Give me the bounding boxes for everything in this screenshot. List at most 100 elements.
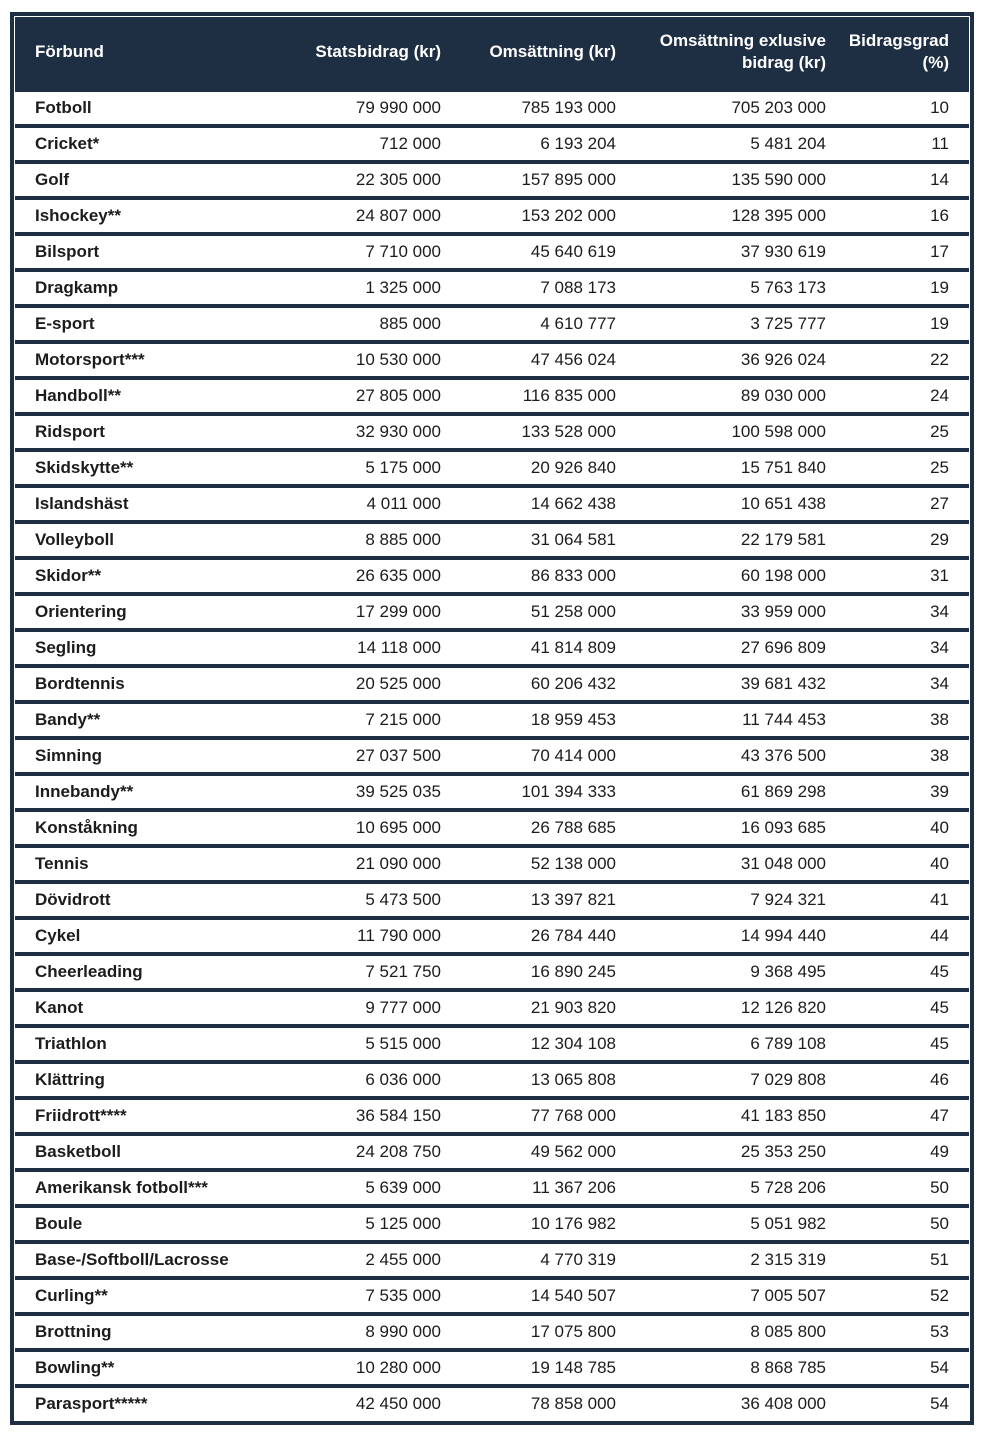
statsbidrag-value: 10 280 000 <box>355 1357 441 1377</box>
omsattning-exklusive-bidrag-value: 5 763 173 <box>750 277 826 297</box>
table-row: Cheerleading 7 521 750 16 890 245 9 368 … <box>15 953 969 990</box>
omsattning-exklusive-bidrag-value: 15 751 840 <box>740 457 826 477</box>
omsattning-value: 116 835 000 <box>522 385 616 405</box>
omsattning-exklusive-bidrag-value: 5 051 982 <box>750 1213 826 1233</box>
omsattning-exklusive-bidrag-value: 3 725 777 <box>750 313 826 333</box>
bidragsgrad-value: 39 <box>930 781 949 801</box>
table-row: Bordtennis 20 525 000 60 206 432 39 681 … <box>15 665 969 702</box>
federation-name: Curling** <box>35 1285 108 1305</box>
federation-name: Dövidrott <box>35 889 111 909</box>
omsattning-value: 77 768 000 <box>530 1105 616 1125</box>
statsbidrag-value: 9 777 000 <box>365 997 441 1017</box>
table-row: Dragkamp 1 325 000 7 088 173 5 763 173 1… <box>15 269 969 306</box>
bidragsgrad-value: 41 <box>930 889 949 909</box>
omsattning-exklusive-bidrag-value: 31 048 000 <box>740 853 826 873</box>
statsbidrag-value: 10 695 000 <box>355 817 441 837</box>
omsattning-value: 4 770 319 <box>540 1249 616 1269</box>
omsattning-exklusive-bidrag-value: 11 744 453 <box>742 709 826 729</box>
omsattning-exklusive-bidrag-value: 100 598 000 <box>731 421 826 441</box>
statsbidrag-value: 39 525 035 <box>355 781 441 801</box>
bidragsgrad-value: 11 <box>931 133 949 153</box>
table-row: Orientering 17 299 000 51 258 000 33 959… <box>15 593 969 630</box>
statsbidrag-value: 7 710 000 <box>365 241 441 261</box>
statsbidrag-value: 22 305 000 <box>355 169 441 189</box>
federation-name: Basketboll <box>35 1141 121 1161</box>
table-row: Bilsport 7 710 000 45 640 619 37 930 619… <box>15 233 969 270</box>
statsbidrag-value: 32 930 000 <box>355 421 441 441</box>
omsattning-exklusive-bidrag-value: 135 590 000 <box>731 169 826 189</box>
federation-name: Boule <box>35 1213 83 1233</box>
omsattning-value: 133 528 000 <box>521 421 616 441</box>
federation-name: Cricket* <box>35 133 100 153</box>
statsbidrag-value: 27 805 000 <box>355 385 441 405</box>
bidragsgrad-value: 38 <box>930 745 949 765</box>
table-row: Konståkning 10 695 000 26 788 685 16 093… <box>15 809 969 846</box>
statsbidrag-value: 5 125 000 <box>365 1213 441 1233</box>
federation-name: Ridsport <box>35 421 105 441</box>
omsattning-exklusive-bidrag-value: 10 651 438 <box>740 493 826 513</box>
statsbidrag-value: 36 584 150 <box>355 1105 441 1125</box>
federation-name: Parasport***** <box>35 1393 148 1413</box>
omsattning-exklusive-bidrag-value: 25 353 250 <box>740 1141 826 1161</box>
omsattning-value: 12 304 108 <box>530 1033 616 1053</box>
omsattning-value: 6 193 204 <box>540 133 616 153</box>
bidragsgrad-value: 16 <box>930 205 949 225</box>
statsbidrag-value: 5 639 000 <box>365 1177 441 1197</box>
omsattning-value: 13 065 808 <box>530 1069 616 1089</box>
federations-table-wrap: Förbund Statsbidrag (kr) Omsättning (kr)… <box>10 12 974 1425</box>
statsbidrag-value: 7 215 000 <box>365 709 441 729</box>
omsattning-exklusive-bidrag-value: 5 728 206 <box>750 1177 826 1197</box>
omsattning-exklusive-bidrag-value: 60 198 000 <box>740 565 826 585</box>
federation-name: Amerikansk fotboll*** <box>35 1177 208 1197</box>
table-row: Skidskytte** 5 175 000 20 926 840 15 751… <box>15 449 969 486</box>
federation-name: Friidrott**** <box>35 1105 127 1125</box>
table-row: Bandy** 7 215 000 18 959 453 11 744 453 … <box>15 701 969 738</box>
table-row: Dövidrott 5 473 500 13 397 821 7 924 321… <box>15 881 969 918</box>
header-omsattning-exklusive-bidrag: Omsättning exlusive bidrag (kr) <box>638 17 848 90</box>
omsattning-exklusive-bidrag-value: 22 179 581 <box>740 529 826 549</box>
table-row: Fotboll 79 990 000 785 193 000 705 203 0… <box>15 89 969 126</box>
omsattning-value: 41 814 809 <box>530 637 616 657</box>
omsattning-value: 10 176 982 <box>530 1213 616 1233</box>
table-row: Tennis 21 090 000 52 138 000 31 048 000 … <box>15 845 969 882</box>
omsattning-value: 45 640 619 <box>530 241 616 261</box>
omsattning-exklusive-bidrag-value: 5 481 204 <box>750 133 826 153</box>
bidragsgrad-value: 46 <box>930 1069 949 1089</box>
omsattning-value: 101 394 333 <box>521 781 616 801</box>
omsattning-exklusive-bidrag-value: 8 085 800 <box>750 1321 826 1341</box>
omsattning-exklusive-bidrag-value: 7 005 507 <box>750 1285 826 1305</box>
table-row: Amerikansk fotboll*** 5 639 000 11 367 2… <box>15 1169 969 1206</box>
header-forbund: Förbund <box>15 17 250 90</box>
statsbidrag-value: 7 521 750 <box>365 961 441 981</box>
omsattning-exklusive-bidrag-value: 43 376 500 <box>740 745 826 765</box>
federation-name: Triathlon <box>35 1033 107 1053</box>
statsbidrag-value: 5 473 500 <box>365 889 441 909</box>
statsbidrag-value: 17 299 000 <box>355 601 441 621</box>
omsattning-exklusive-bidrag-value: 39 681 432 <box>740 673 826 693</box>
header-statsbidrag: Statsbidrag (kr) <box>250 17 463 90</box>
table-row: Kanot 9 777 000 21 903 820 12 126 820 45 <box>15 989 969 1026</box>
federation-name: Fotboll <box>35 97 92 117</box>
bidragsgrad-value: 52 <box>930 1285 949 1305</box>
table-row: Brottning 8 990 000 17 075 800 8 085 800… <box>15 1313 969 1350</box>
omsattning-value: 20 926 840 <box>530 457 616 477</box>
table-row: Triathlon 5 515 000 12 304 108 6 789 108… <box>15 1025 969 1062</box>
federation-name: E-sport <box>35 313 95 333</box>
bidragsgrad-value: 34 <box>930 601 949 621</box>
statsbidrag-value: 5 515 000 <box>365 1033 441 1053</box>
bidragsgrad-value: 45 <box>930 961 949 981</box>
table-row: Boule 5 125 000 10 176 982 5 051 982 50 <box>15 1205 969 1242</box>
federation-name: Volleyboll <box>35 529 115 549</box>
omsattning-exklusive-bidrag-value: 8 868 785 <box>750 1357 826 1377</box>
omsattning-exklusive-bidrag-value: 2 315 319 <box>750 1249 826 1269</box>
omsattning-value: 4 610 777 <box>540 313 616 333</box>
bidragsgrad-value: 50 <box>930 1213 949 1233</box>
federation-name: Tennis <box>35 853 89 873</box>
omsattning-value: 70 414 000 <box>530 745 616 765</box>
federation-name: Innebandy** <box>35 781 134 801</box>
omsattning-value: 14 662 438 <box>530 493 616 513</box>
statsbidrag-value: 24 208 750 <box>355 1141 441 1161</box>
bidragsgrad-value: 53 <box>930 1321 949 1341</box>
omsattning-value: 11 367 206 <box>532 1177 616 1197</box>
